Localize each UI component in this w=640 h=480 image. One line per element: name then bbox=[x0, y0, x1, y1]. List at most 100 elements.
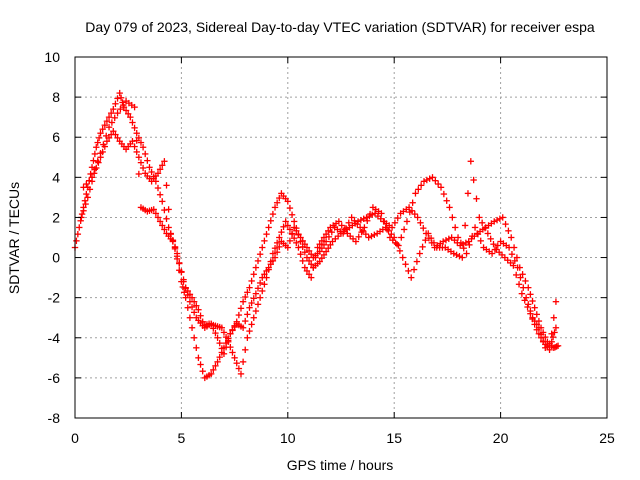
data-point bbox=[73, 237, 80, 245]
data-point bbox=[531, 321, 538, 328]
data-point bbox=[252, 290, 260, 297]
data-point bbox=[410, 266, 418, 273]
data-point bbox=[381, 218, 388, 225]
data-point bbox=[299, 237, 306, 245]
data-point bbox=[222, 333, 230, 341]
data-point bbox=[114, 134, 121, 142]
data-point bbox=[299, 257, 306, 265]
data-point bbox=[94, 158, 101, 165]
data-point bbox=[508, 234, 515, 241]
data-point bbox=[280, 223, 287, 231]
data-point bbox=[484, 230, 492, 237]
data-point bbox=[161, 226, 168, 233]
data-point bbox=[263, 230, 270, 238]
data-point bbox=[426, 175, 433, 182]
data-point bbox=[150, 206, 157, 213]
data-point bbox=[273, 239, 281, 247]
data-point bbox=[210, 325, 217, 332]
data-point bbox=[120, 101, 127, 109]
data-point bbox=[237, 305, 245, 312]
data-point bbox=[244, 289, 251, 296]
data-point bbox=[442, 236, 450, 244]
data-point bbox=[77, 217, 84, 224]
data-point bbox=[366, 210, 374, 218]
data-point bbox=[286, 204, 294, 212]
data-point bbox=[163, 215, 170, 222]
data-point bbox=[271, 244, 279, 252]
data-point bbox=[400, 226, 408, 233]
chart-grid bbox=[75, 57, 607, 418]
y-tick-label: -4 bbox=[48, 330, 61, 346]
data-point bbox=[114, 95, 121, 102]
data-point bbox=[152, 210, 160, 217]
data-point bbox=[437, 184, 445, 191]
y-tick-label: -6 bbox=[48, 370, 61, 386]
data-point bbox=[548, 330, 555, 337]
y-tick-label: 4 bbox=[52, 169, 60, 185]
data-point bbox=[427, 234, 435, 242]
data-point bbox=[362, 230, 370, 238]
data-point bbox=[97, 130, 104, 137]
data-point bbox=[269, 257, 277, 265]
data-point bbox=[161, 158, 168, 165]
data-point bbox=[446, 204, 453, 211]
data-point bbox=[248, 299, 255, 307]
data-point bbox=[137, 159, 145, 166]
data-point bbox=[154, 214, 162, 221]
data-point bbox=[345, 219, 353, 226]
data-point bbox=[156, 218, 164, 225]
data-point bbox=[325, 244, 332, 252]
data-point bbox=[388, 230, 395, 238]
data-point bbox=[449, 214, 456, 221]
data-point bbox=[356, 224, 364, 231]
data-point bbox=[142, 150, 149, 158]
data-point bbox=[135, 170, 143, 178]
data-point bbox=[316, 240, 323, 248]
data-point bbox=[250, 295, 257, 302]
data-point bbox=[303, 267, 311, 275]
data-point bbox=[303, 244, 311, 251]
data-point bbox=[278, 228, 285, 236]
data-point bbox=[94, 139, 101, 146]
data-point bbox=[515, 281, 523, 288]
data-point bbox=[256, 294, 264, 301]
data-point bbox=[429, 174, 436, 181]
data-point bbox=[550, 314, 557, 321]
x-tick-labels: 0 5 10 15 20 25 bbox=[71, 430, 615, 446]
data-point bbox=[314, 244, 321, 251]
data-point bbox=[169, 238, 177, 245]
data-point bbox=[310, 264, 317, 271]
data-point bbox=[398, 234, 405, 241]
data-point bbox=[474, 230, 482, 238]
data-point bbox=[250, 314, 257, 321]
data-point bbox=[368, 232, 375, 240]
data-point bbox=[499, 214, 506, 221]
data-point bbox=[550, 344, 557, 352]
data-point bbox=[133, 148, 140, 156]
data-point bbox=[78, 210, 86, 218]
data-point bbox=[487, 235, 494, 243]
data-point bbox=[181, 289, 188, 296]
data-point bbox=[473, 195, 480, 202]
data-point bbox=[293, 227, 300, 235]
data-point bbox=[239, 298, 247, 305]
data-point bbox=[259, 287, 266, 295]
data-point bbox=[129, 119, 136, 126]
data-point bbox=[466, 241, 473, 249]
data-point bbox=[450, 250, 457, 257]
data-point bbox=[246, 304, 253, 311]
data-point bbox=[301, 249, 309, 256]
data-point bbox=[399, 254, 406, 261]
data-point bbox=[250, 271, 257, 278]
data-point bbox=[464, 190, 472, 197]
data-point bbox=[246, 284, 253, 291]
data-point bbox=[186, 314, 194, 321]
data-point bbox=[529, 297, 536, 305]
data-point bbox=[549, 333, 557, 341]
data-point bbox=[420, 224, 427, 232]
data-point bbox=[419, 243, 426, 251]
data-point bbox=[103, 132, 110, 140]
data-point bbox=[188, 294, 196, 301]
data-point bbox=[440, 190, 448, 198]
data-point bbox=[156, 191, 164, 198]
